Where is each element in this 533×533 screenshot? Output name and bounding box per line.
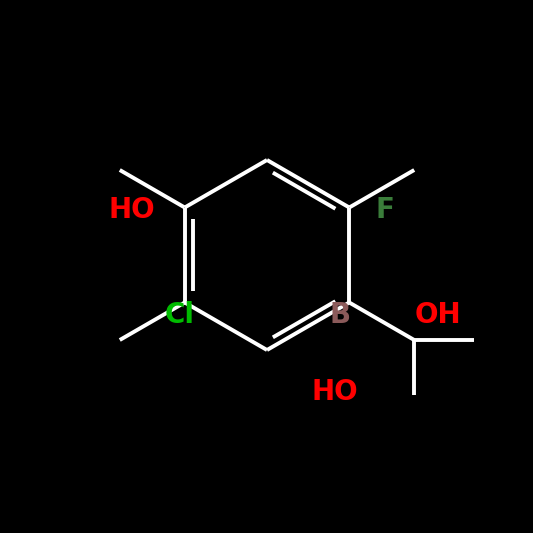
- Text: OH: OH: [415, 301, 462, 329]
- Text: HO: HO: [312, 378, 358, 406]
- Text: HO: HO: [108, 196, 155, 224]
- Text: B: B: [329, 301, 351, 329]
- Text: Cl: Cl: [165, 301, 195, 329]
- Text: F: F: [375, 196, 394, 224]
